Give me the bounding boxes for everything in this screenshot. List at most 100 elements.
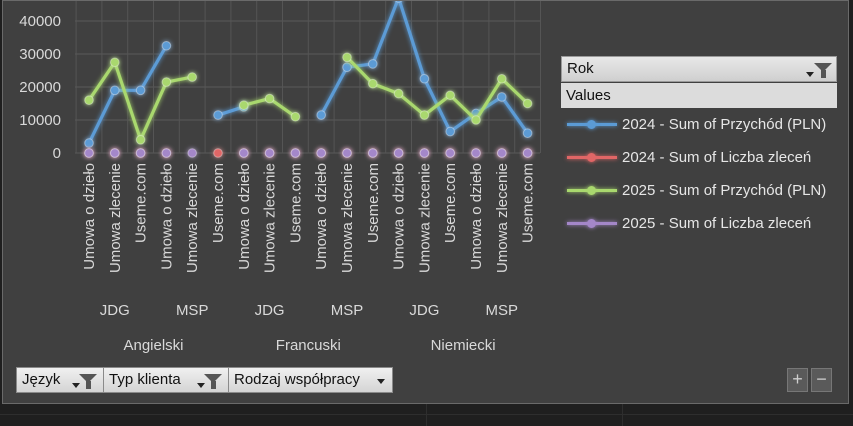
chevron-down-icon [72,383,80,388]
data-point[interactable] [110,148,120,158]
x-category-label: Umowa o dzieło [391,163,408,270]
client-type-label: MSP [486,302,519,319]
data-point[interactable] [264,148,275,158]
data-point[interactable] [213,148,223,158]
x-category-label: Umowa o dzieło [468,163,485,270]
client-type-label: JDG [100,302,130,319]
data-point[interactable] [522,128,533,138]
sheet-gridline [622,404,623,426]
legend-field-label: Rok [567,60,594,77]
language-label: Angielski [123,337,183,354]
data-point[interactable] [187,72,197,82]
x-category-label: Umowa o dzieło [158,163,175,270]
y-tick-label: 40000 [19,13,61,30]
filter-icon-stem [211,381,216,389]
data-point[interactable] [393,88,404,99]
filter-icon [204,374,222,383]
x-category-label: Umowa o dzieło [236,163,253,270]
legend-entry-label: 2025 - Sum of Przychód (PLN) [622,182,827,199]
legend-entry[interactable]: 2024 - Sum of Przychód (PLN) [561,108,837,141]
data-point[interactable] [419,110,430,120]
data-point[interactable] [497,92,507,102]
data-point[interactable] [394,1,403,3]
series-line [87,44,168,144]
data-point[interactable] [342,62,352,72]
x-category-label: Umowa zlecenie [184,163,201,273]
collapse-button[interactable]: − [811,368,832,392]
data-point[interactable] [368,148,378,158]
data-point[interactable] [316,148,327,158]
legend-entry[interactable]: 2025 - Sum of Liczba zleceń [561,207,837,240]
data-point[interactable] [110,57,120,68]
client-type-label: MSP [331,302,364,319]
x-category-label: Umowa o dzieło [81,163,98,270]
data-point[interactable] [84,138,94,148]
data-point[interactable] [213,110,223,120]
chart-legend: Rok Values 2024 - Sum of Przychód (PLN) … [561,56,837,240]
legend-marker [587,219,596,228]
filter-button-jezyk[interactable]: Język [16,367,104,393]
data-point[interactable] [84,95,94,105]
filter-icon [814,63,832,72]
data-point[interactable] [445,126,456,137]
data-point[interactable] [368,78,378,89]
legend-entry-label: 2024 - Sum of Liczba zleceń [622,149,812,166]
chevron-down-icon [806,72,814,77]
data-point[interactable] [445,90,456,101]
line-chart-plot: 40000 30000 20000 10000 0 Umowa o dzieło Umow… [19,1,541,354]
y-tick-label: 0 [53,145,61,162]
data-point[interactable] [161,40,172,51]
data-point[interactable] [264,93,275,104]
filter-button-typ-klienta[interactable]: Typ klienta [103,367,229,393]
pivot-chart[interactable]: 40000 30000 20000 10000 0 Umowa o dzieło Umow… [2,0,849,404]
data-point[interactable] [419,73,430,84]
data-point[interactable] [135,135,146,145]
expand-button[interactable]: + [787,368,808,392]
legend-entry-label: 2025 - Sum of Liczba zleceń [622,215,812,232]
x-category-label: Useme.com [442,163,459,243]
filter-icon [79,374,97,383]
data-point[interactable] [342,52,352,63]
data-point[interactable] [368,59,378,69]
data-point[interactable] [239,148,249,158]
filter-button-rodzaj-wspolpracy[interactable]: Rodzaj współpracy [228,367,393,393]
data-point[interactable] [110,85,120,96]
data-point[interactable] [135,148,146,158]
data-point[interactable] [497,148,507,158]
legend-entry-label: 2024 - Sum of Przychód (PLN) [622,116,827,133]
legend-marker [587,120,596,129]
legend-entry[interactable]: 2025 - Sum of Przychód (PLN) [561,174,837,207]
filter-icon-stem [821,70,826,78]
data-point[interactable] [522,148,533,158]
data-point[interactable] [471,115,481,125]
x-category-label: Useme.com [133,163,150,243]
data-point[interactable] [445,148,456,158]
data-point[interactable] [522,98,533,109]
data-point[interactable] [161,148,172,158]
x-category-label: Umowa o dzieło [313,163,330,270]
data-point[interactable] [342,148,352,158]
data-point[interactable] [419,148,430,158]
filter-label: Typ klienta [109,371,181,388]
legend-field-button[interactable]: Rok [561,56,837,82]
y-tick-label: 20000 [19,79,61,96]
data-point[interactable] [187,148,197,158]
data-point[interactable] [161,77,172,87]
legend-entry[interactable]: 2024 - Sum of Liczba zleceń [561,141,837,174]
legend-marker [587,186,596,195]
client-type-label: JDG [409,302,439,319]
y-tick-label: 10000 [19,112,61,129]
data-point[interactable] [316,110,327,120]
filter-icon-stem [86,381,91,389]
data-point[interactable] [84,148,94,158]
sheet-gridline [426,404,427,426]
language-label: Francuski [276,337,341,354]
data-point[interactable] [239,100,249,110]
data-point[interactable] [290,148,301,158]
data-point[interactable] [471,148,481,158]
data-point[interactable] [393,148,404,158]
data-point[interactable] [135,85,146,96]
x-category-label: Useme.com [365,163,382,243]
data-point[interactable] [497,73,507,84]
data-point[interactable] [290,111,301,122]
